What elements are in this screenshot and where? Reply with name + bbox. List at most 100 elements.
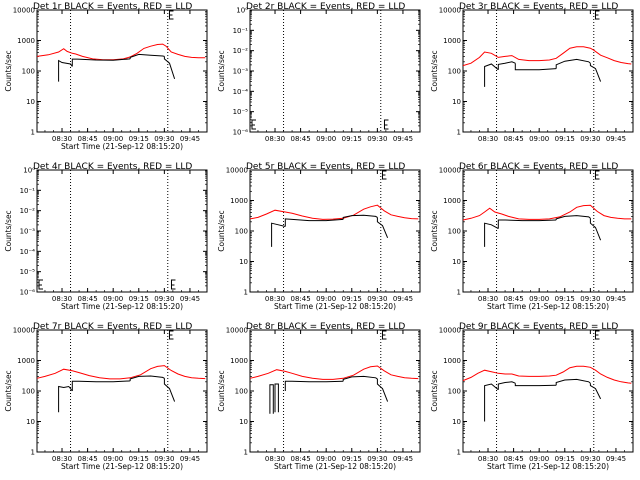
y-tick-label: 10⁻⁵ — [233, 108, 249, 116]
x-tick-label: 08:30 — [478, 135, 498, 143]
x-axis-label: Start Time (21-Sep-12 08:15:20) — [487, 302, 609, 311]
y-tick-label: 10⁻² — [233, 47, 249, 55]
chart-title: Det 3r BLACK = Events, RED = LLD — [459, 2, 618, 12]
plot-frame — [36, 329, 208, 453]
y-tick-label: 100 — [448, 388, 461, 396]
x-tick-label: 08:30 — [52, 295, 72, 303]
series-lld-line — [462, 365, 632, 384]
series-events-line — [269, 384, 274, 414]
chart-panel-1: Det 1r BLACK = Events, RED = LLD 1 10 100 10… — [4, 2, 208, 151]
y-tick-label: 100 — [22, 388, 35, 396]
series-lld-line — [36, 43, 206, 61]
x-tick-label: 09:30 — [367, 295, 387, 303]
y-axis-label: Counts/sec — [4, 370, 13, 411]
x-tick-label: 09:45 — [180, 135, 200, 143]
x-tick-label: 09:30 — [580, 135, 600, 143]
x-tick-label: 08:45 — [291, 295, 311, 303]
chart-title: Det 5r BLACK = Events, RED = LLD — [246, 162, 405, 172]
x-tick-label: 09:30 — [154, 295, 174, 303]
y-tick-label: 1000 — [230, 197, 248, 205]
series-events-line — [342, 214, 378, 220]
x-tick-label: 09:30 — [154, 135, 174, 143]
y-tick-label: 10 — [452, 98, 461, 106]
x-tick-label: 08:45 — [504, 295, 524, 303]
x-axis-label: Start Time (21-Sep-12 08:15:20) — [274, 302, 396, 311]
series-lld-line — [249, 204, 419, 220]
y-axis-label: Counts/sec — [4, 210, 13, 251]
series-events-line — [129, 53, 165, 59]
y-tick-label: 1000 — [443, 197, 461, 205]
plot-frame — [249, 9, 421, 133]
x-tick-label: 08:30 — [478, 295, 498, 303]
y-tick-label: 10000 — [13, 327, 35, 335]
x-axis-label: Start Time (21-Sep-12 08:15:20) — [487, 462, 609, 471]
series-events-line — [497, 61, 516, 70]
chart-panel-5: Det 5r BLACK = Events, RED = LLD 1 10 100 10… — [217, 162, 421, 311]
series-events-line — [589, 63, 602, 82]
y-tick-label: 1000 — [230, 357, 248, 365]
y-axis-label: Counts/sec — [430, 50, 439, 91]
y-axis-label: Counts/sec — [217, 210, 226, 251]
x-tick-label: 08:45 — [504, 455, 524, 463]
y-tick-label: 10000 — [439, 7, 461, 15]
series-events-line — [58, 59, 73, 82]
x-tick-label: 09:45 — [393, 295, 413, 303]
series-events-line — [163, 56, 176, 80]
x-tick-label: 09:45 — [606, 455, 626, 463]
y-tick-label: 10⁻³ — [20, 228, 36, 236]
x-tick-label: 09:15 — [129, 295, 149, 303]
series-events-line — [376, 378, 389, 402]
x-tick-label: 09:45 — [393, 455, 413, 463]
series-events-line — [484, 63, 499, 87]
x-tick-label: 08:45 — [78, 455, 98, 463]
series-events-line — [514, 383, 557, 387]
chart-title: Det 9r BLACK = Events, RED = LLD — [459, 322, 618, 332]
y-tick-label: 10⁻⁴ — [233, 88, 249, 96]
y-tick-label: 1 — [244, 449, 248, 457]
y-tick-label: 10⁻⁶ — [20, 289, 36, 297]
x-tick-label: 09:15 — [555, 455, 575, 463]
y-tick-label: 1 — [457, 289, 461, 297]
x-tick-label: 09:15 — [555, 135, 575, 143]
x-tick-label: 08:30 — [52, 135, 72, 143]
y-tick-label: 10⁻¹ — [233, 27, 249, 35]
x-tick-label: 08:30 — [265, 295, 285, 303]
y-tick-label: 10⁻³ — [233, 68, 249, 76]
x-tick-label: 08:30 — [478, 455, 498, 463]
y-tick-label: 10 — [26, 98, 35, 106]
y-tick-label: 100 — [235, 228, 248, 236]
x-tick-label: 09:45 — [393, 135, 413, 143]
y-tick-label: 1 — [457, 449, 461, 457]
chart-title: Det 6r BLACK = Events, RED = LLD — [459, 162, 618, 172]
x-tick-label: 09:15 — [342, 455, 362, 463]
y-axis-label: Counts/sec — [430, 370, 439, 411]
chart-title: Det 2r BLACK = Events, RED = LLD — [246, 2, 405, 12]
chart-panel-6: Det 6r BLACK = Events, RED = LLD 1 10 100 10… — [430, 162, 634, 311]
x-axis-label: Start Time (21-Sep-12 08:15:20) — [274, 462, 396, 471]
x-tick-label: 09:00 — [103, 135, 123, 143]
y-tick-label: 10 — [452, 418, 461, 426]
series-events-line — [163, 378, 176, 402]
y-tick-label: 100 — [235, 388, 248, 396]
y-tick-label: 10000 — [13, 7, 35, 15]
y-tick-label: 10 — [239, 418, 248, 426]
y-tick-label: 10000 — [439, 327, 461, 335]
x-tick-label: 09:30 — [367, 455, 387, 463]
y-tick-label: 10⁰ — [236, 7, 248, 15]
series-events-line — [497, 219, 557, 229]
plot-frame — [36, 169, 208, 293]
x-tick-label: 09:15 — [342, 135, 362, 143]
chart-panel-7: Det 7r BLACK = Events, RED = LLD 1 10 100 10… — [4, 322, 208, 471]
x-tick-label: 09:15 — [342, 295, 362, 303]
series-events-line — [284, 218, 344, 227]
x-tick-label: 09:30 — [580, 455, 600, 463]
y-axis-label: Counts/sec — [217, 370, 226, 411]
series-events-line — [58, 385, 73, 413]
y-tick-label: 10000 — [439, 167, 461, 175]
x-tick-label: 08:45 — [78, 135, 98, 143]
series-events-line — [342, 375, 378, 382]
chart-panel-8: Det 8r BLACK = Events, RED = LLD 1 10 100 10… — [217, 322, 421, 471]
chart-panel-3: Det 3r BLACK = Events, RED = LLD 1 10 100 10… — [430, 2, 634, 143]
chart-panel-4: Det 4r BLACK = Events, RED = LLD 10⁻⁶ 10⁻⁵… — [4, 162, 208, 311]
x-tick-label: 09:30 — [580, 295, 600, 303]
